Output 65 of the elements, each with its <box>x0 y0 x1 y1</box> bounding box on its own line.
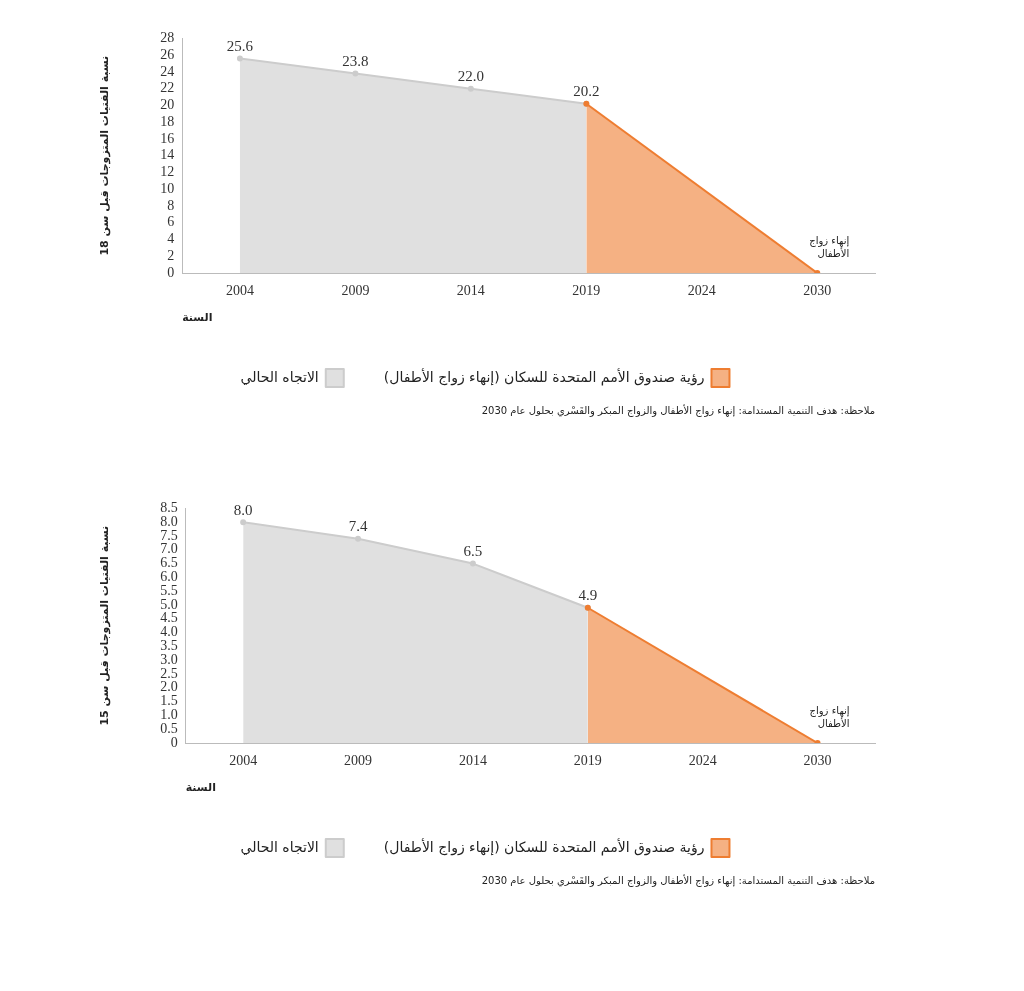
text: ملاحظة: هدف التنمية المستدامة: إنهاء زواج الأطفال والزواج المبكر والقَسْري بحلول عام 2030 <box>480 405 876 416</box>
legend-label: الاتجاه الحالي <box>240 838 319 856</box>
legend-label: الاتجاه الحالي <box>240 368 319 386</box>
y-tick-label: 18 <box>160 113 175 129</box>
x-axis-title: السنة <box>182 311 213 325</box>
y-tick-label: 28 <box>160 30 175 46</box>
data-label: 22.0 <box>457 68 484 85</box>
y-tick-label: 5.0 <box>160 596 178 612</box>
x-tick-label: 2024 <box>687 283 716 299</box>
y-tick-label: 2 <box>167 247 175 263</box>
y-tick-label: 4.5 <box>160 610 178 626</box>
y-tick-label: 0 <box>167 264 175 280</box>
y-tick-label: 22 <box>160 80 175 96</box>
y-tick-label: 24 <box>160 63 175 79</box>
x-tick-label: 2004 <box>229 753 258 769</box>
y-tick-label: 2.0 <box>160 679 178 695</box>
annotation: إنهاء زواج الأطفال <box>809 704 850 729</box>
data-label: 4.9 <box>578 587 598 604</box>
data-label: 6.5 <box>463 543 483 560</box>
x-tick-label: 2014 <box>458 753 487 769</box>
y-axis-title: نسبة الفتيات المتزوجات قبل سن 18 <box>98 55 112 256</box>
y-tick-label: 8.5 <box>160 500 178 516</box>
y-tick-label: 3.0 <box>160 651 178 667</box>
y-tick-label: 6.0 <box>160 569 178 585</box>
y-tick-label: 7.0 <box>160 541 178 557</box>
y-tick-label: 4 <box>167 231 175 247</box>
data-label: 7.4 <box>348 518 368 535</box>
x-axis-title: السنة <box>185 781 216 795</box>
text: ملاحظة: هدف التنمية المستدامة: إنهاء زواج الأطفال والزواج المبكر والقَسْري بحلول عام 2030 <box>480 875 876 886</box>
y-tick-label: 6.5 <box>160 555 178 571</box>
x-tick-label: 2030 <box>803 283 832 299</box>
data-label: 8.0 <box>233 501 253 518</box>
y-tick-label: 16 <box>160 130 175 146</box>
x-tick-label: 2019 <box>573 753 602 769</box>
y-tick-label: 5.5 <box>160 582 178 598</box>
y-tick-label: 8.0 <box>160 513 178 529</box>
y-tick-label: 12 <box>160 164 175 180</box>
y-tick-label: 26 <box>160 46 175 62</box>
data-label: 20.2 <box>573 83 600 100</box>
x-tick-label: 2019 <box>572 283 601 299</box>
y-tick-label: 8 <box>167 197 175 213</box>
y-tick-label: 6 <box>167 214 175 230</box>
y-tick-label: 0.5 <box>160 720 178 736</box>
y-axis-title: نسبة الفتيات المتزوجات قبل سن 15 <box>98 525 112 726</box>
y-tick-label: 20 <box>160 97 175 113</box>
x-tick-label: 2009 <box>344 753 373 769</box>
y-tick-label: 0 <box>170 734 178 750</box>
y-tick-label: 7.5 <box>160 527 178 543</box>
legend-label: رؤية صندوق الأمم المتحدة للسكان (إنهاء زواج الأطفال) <box>383 837 705 856</box>
data-label: 25.6 <box>226 37 254 54</box>
x-tick-label: 2014 <box>456 283 485 299</box>
y-tick-label: 10 <box>160 180 175 196</box>
y-tick-label: 4.0 <box>160 624 178 640</box>
data-label: 23.8 <box>342 53 369 70</box>
y-tick-label: 3.5 <box>160 638 178 654</box>
y-tick-label: 1.0 <box>160 707 178 723</box>
legend-label: رؤية صندوق الأمم المتحدة للسكان (إنهاء زواج الأطفال) <box>383 367 705 386</box>
y-tick-label: 1.5 <box>160 693 178 709</box>
y-tick-label: 14 <box>160 147 175 163</box>
y-tick-label: 2.5 <box>160 665 178 681</box>
x-tick-label: 2030 <box>803 753 832 769</box>
x-tick-label: 2024 <box>688 753 717 769</box>
x-tick-label: 2009 <box>341 283 370 299</box>
x-tick-label: 2004 <box>225 283 254 299</box>
annotation: إنهاء زواج الأطفال <box>809 234 850 259</box>
